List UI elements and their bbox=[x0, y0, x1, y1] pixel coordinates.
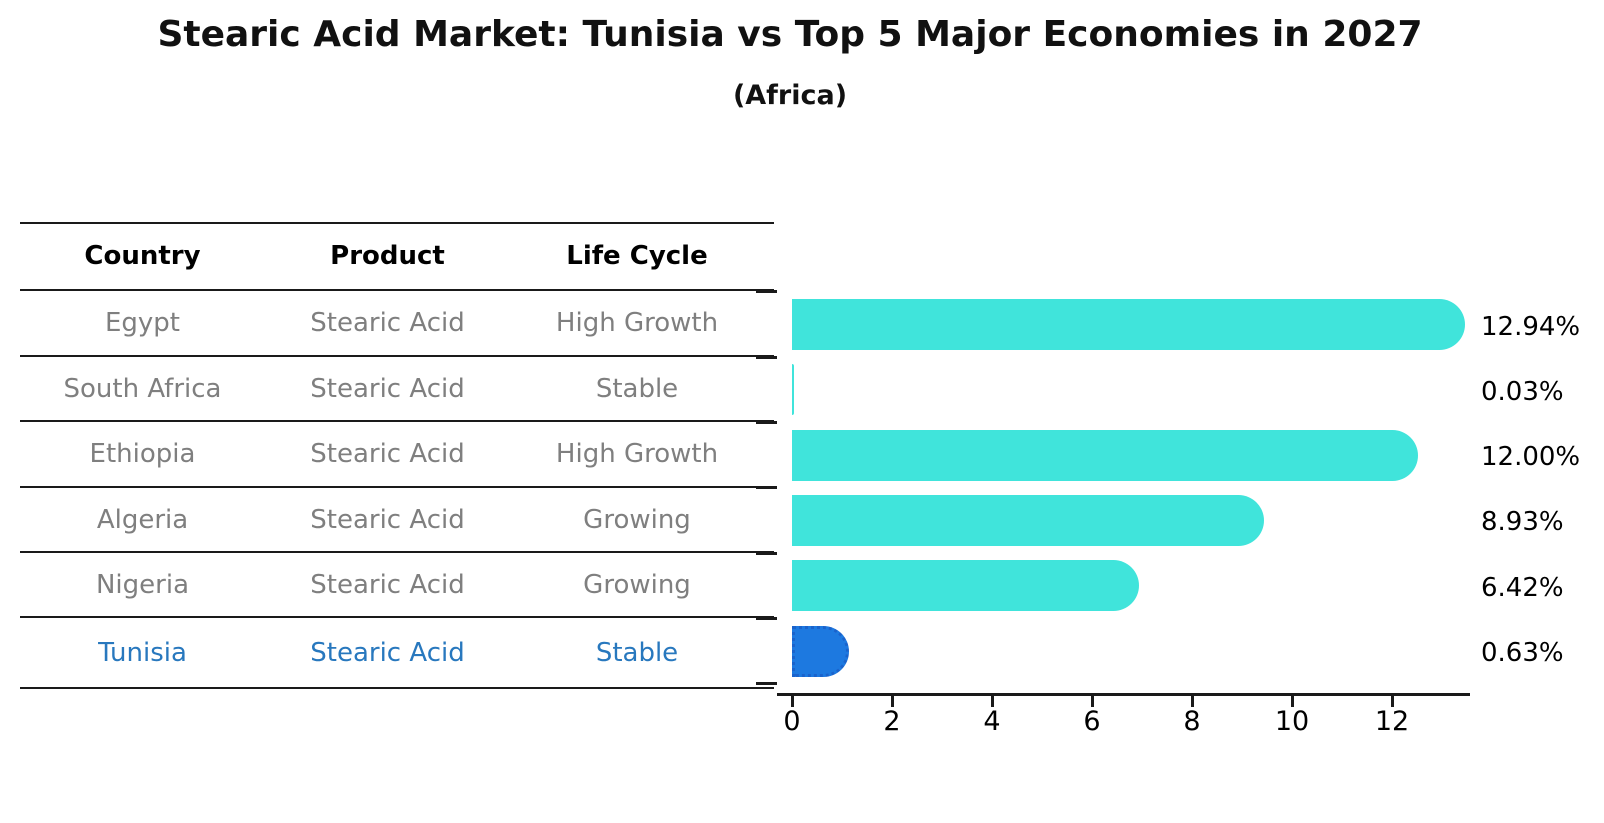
table-cell-life-cycle: Stable bbox=[595, 637, 679, 668]
table-cell-product: Stearic Acid bbox=[310, 504, 465, 535]
table-header-underline bbox=[20, 289, 774, 291]
table-cell-country: Tunisia bbox=[98, 637, 187, 668]
value-label: 12.94% bbox=[1481, 311, 1581, 342]
x-axis-tick-label: 10 bbox=[1274, 706, 1310, 737]
table-cell-life-cycle: High Growth bbox=[555, 439, 719, 469]
table-cell-life-cycle: Growing bbox=[583, 504, 691, 535]
y-axis-tick bbox=[756, 616, 777, 620]
table-cell-life-cycle: Stable bbox=[595, 373, 679, 404]
x-axis-tick-label: 8 bbox=[1183, 706, 1201, 737]
value-label: 8.93% bbox=[1481, 507, 1564, 538]
table-row: Egypt Stearic Acid High Growth bbox=[20, 290, 774, 357]
table-cell-country: Ethiopia bbox=[89, 439, 196, 469]
table-row: Algeria Stearic Acid Growing bbox=[20, 488, 774, 553]
y-axis-tick bbox=[756, 486, 777, 490]
table-row-separator bbox=[20, 486, 774, 488]
table-header-life-cycle: Life Cycle bbox=[566, 241, 708, 271]
bar-highlight bbox=[792, 625, 849, 677]
bar bbox=[792, 429, 1418, 481]
table-cell-life-cycle: Growing bbox=[583, 569, 691, 600]
x-axis-tick-label: 12 bbox=[1374, 706, 1410, 737]
table-cell-country: Nigeria bbox=[95, 569, 190, 600]
table-header-country: Country bbox=[84, 241, 201, 271]
x-axis-tick bbox=[790, 695, 794, 707]
y-axis-tick bbox=[756, 682, 777, 686]
x-axis-tick bbox=[1290, 695, 1294, 707]
bar bbox=[792, 364, 794, 416]
table-row: Tunisia Stearic Acid Stable bbox=[20, 618, 774, 689]
table-header-product: Product bbox=[330, 241, 445, 271]
x-axis-tick-label: 2 bbox=[883, 706, 901, 737]
chart-title: Stearic Acid Market: Tunisia vs Top 5 Ma… bbox=[157, 14, 1423, 55]
table-cell-country: South Africa bbox=[63, 373, 222, 404]
x-axis-tick bbox=[1390, 695, 1394, 707]
table-cell-country: Algeria bbox=[96, 504, 189, 535]
table-cell-life-cycle: High Growth bbox=[555, 307, 719, 338]
table-cell-country: Egypt bbox=[104, 307, 181, 338]
y-axis-tick bbox=[756, 420, 777, 424]
table-row-separator bbox=[20, 687, 774, 689]
x-axis-tick-label: 4 bbox=[983, 706, 1001, 737]
x-axis-tick bbox=[1090, 695, 1094, 707]
value-label: 12.00% bbox=[1481, 442, 1581, 473]
table-cell-product: Stearic Acid bbox=[310, 569, 465, 600]
bar bbox=[792, 560, 1139, 612]
bar bbox=[792, 299, 1465, 350]
table-row-separator bbox=[20, 616, 774, 618]
table-row: Nigeria Stearic Acid Growing bbox=[20, 553, 774, 618]
table-cell-product: Stearic Acid bbox=[310, 373, 465, 404]
y-axis-tick bbox=[756, 290, 777, 294]
table-cell-product: Stearic Acid bbox=[310, 307, 465, 338]
table-top-line bbox=[20, 222, 774, 224]
bar bbox=[792, 494, 1264, 546]
table-row-separator bbox=[20, 355, 774, 357]
y-axis-tick bbox=[756, 551, 777, 555]
x-axis-line bbox=[777, 693, 1470, 696]
x-axis-tick bbox=[890, 695, 894, 707]
table-row: Ethiopia Stearic Acid High Growth bbox=[20, 422, 774, 488]
table-cell-product: Stearic Acid bbox=[310, 439, 465, 469]
table-row-separator bbox=[20, 420, 774, 422]
value-label: 0.63% bbox=[1481, 638, 1564, 668]
x-axis-tick bbox=[1190, 695, 1194, 707]
table-row: South Africa Stearic Acid Stable bbox=[20, 357, 774, 422]
table-row-separator bbox=[20, 551, 774, 553]
x-axis-tick bbox=[990, 695, 994, 707]
y-axis-tick bbox=[756, 355, 777, 359]
x-axis-tick-label: 0 bbox=[783, 706, 801, 737]
chart-subtitle: (Africa) bbox=[732, 80, 848, 111]
value-label: 6.42% bbox=[1481, 572, 1564, 603]
x-axis-tick-label: 6 bbox=[1083, 706, 1101, 737]
value-label: 0.03% bbox=[1481, 376, 1564, 407]
table-cell-product: Stearic Acid bbox=[310, 637, 465, 668]
